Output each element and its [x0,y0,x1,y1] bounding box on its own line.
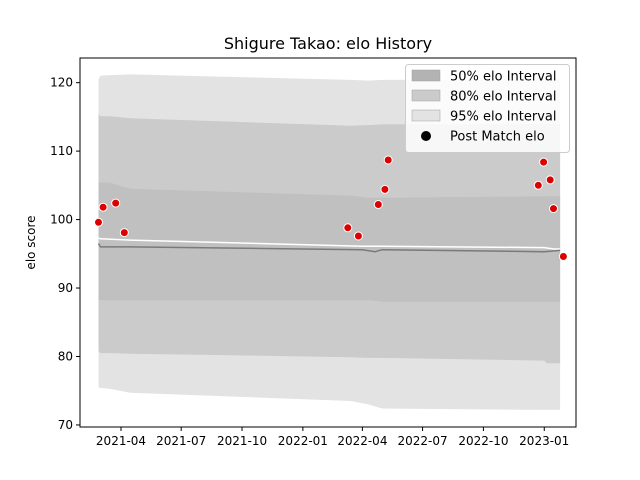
post-match-elo-point [380,184,390,194]
y-tick-label: 100 [50,213,73,227]
interval-bands [98,74,561,410]
post-match-elo-point [373,200,383,209]
legend: 50% elo Interval 80% elo Interval 95% elo … [405,64,570,153]
x-axis: 2021-04 2021-07 2021-10 2022-01 2022-04 2022-… [96,427,569,448]
x-tick-label: 2022-01 [278,434,328,448]
legend-marker [421,131,431,141]
y-tick-label: 120 [50,76,73,90]
band-50 [98,182,561,302]
x-tick-label: 2023-01 [519,434,569,448]
elo-lines [97,237,561,253]
x-tick-label: 2021-07 [156,434,206,448]
legend-label: 95% elo Interval [450,110,557,125]
y-tick-label: 90 [58,281,73,295]
x-tick-label: 2022-07 [398,434,448,448]
median-elo-line [97,243,561,253]
x-tick-label: 2021-10 [217,434,267,448]
legend-swatch [411,89,441,102]
post-match-elo-point [558,252,568,261]
post-match-elo-point [545,175,555,185]
y-tick-label: 70 [58,418,73,432]
post-match-elo-point [539,157,549,167]
post-match-points [94,155,568,261]
x-tick-label: 2021-04 [96,434,146,448]
chart-title: Shigure Takao: elo History [224,34,432,53]
legend-box [405,64,570,153]
y-tick-label: 110 [50,144,73,158]
mean-elo-line [98,237,561,250]
x-tick-label: 2022-10 [458,434,508,448]
post-match-elo-point [353,231,363,241]
y-tick-label: 80 [58,349,73,363]
y-axis-label: elo score [24,215,38,269]
post-match-elo-point [119,228,129,238]
post-match-elo-point [549,204,558,214]
post-match-elo-point [533,180,543,190]
post-match-elo-point [343,223,353,233]
y-axis: 70 80 90 100 110 120 [50,76,80,432]
post-match-elo-point [94,217,103,227]
legend-swatch [411,69,441,82]
post-match-elo-point [98,202,108,212]
legend-label: Post Match elo [450,130,545,145]
x-tick-label: 2022-04 [337,434,387,448]
legend-swatch [411,109,441,122]
legend-label: 80% elo Interval [450,90,557,105]
post-match-elo-point [111,198,121,208]
post-match-elo-point [383,155,393,165]
legend-label: 50% elo Interval [450,70,557,85]
plot-frame [79,57,577,428]
